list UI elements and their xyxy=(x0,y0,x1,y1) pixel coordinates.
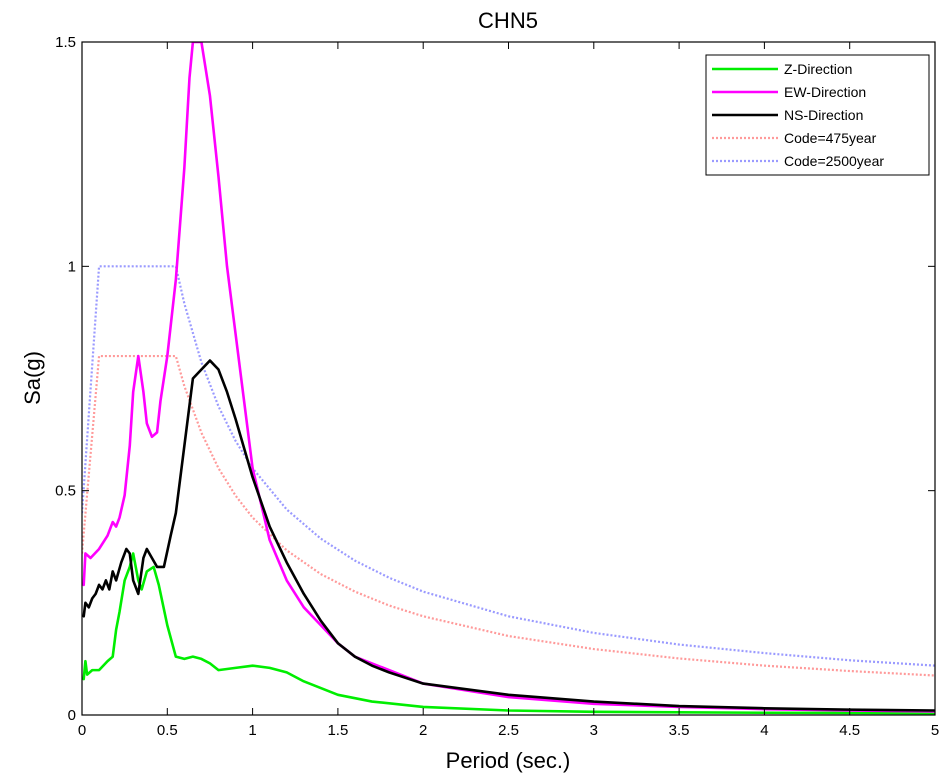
legend-label: NS-Direction xyxy=(784,107,863,123)
series-line-code-2500year xyxy=(82,265,935,667)
chart-title: CHN5 xyxy=(478,8,538,33)
y-tick-label: 1.5 xyxy=(55,34,76,51)
series-line-code-475year xyxy=(82,354,935,677)
series-line-ns-direction xyxy=(82,359,935,712)
x-tick-label: 3 xyxy=(590,722,598,739)
x-tick-label: 3.5 xyxy=(669,722,690,739)
legend-label: EW-Direction xyxy=(784,84,866,100)
legend-label: Code=2500year xyxy=(784,153,884,169)
series-line-z-direction xyxy=(82,552,935,715)
series-line-ew-direction xyxy=(82,42,935,713)
legend-label: Code=475year xyxy=(784,130,877,146)
y-axis-label: Sa(g) xyxy=(20,351,45,405)
x-tick-label: 4.5 xyxy=(839,722,860,739)
legend-label: Z-Direction xyxy=(784,61,852,77)
legend: Z-Direction EW-Direction NS-Direction Code=… xyxy=(705,54,930,176)
x-tick-label: 2 xyxy=(419,722,427,739)
x-tick-label: 1.5 xyxy=(327,722,348,739)
series-layer xyxy=(82,42,935,715)
y-tick-label: 0 xyxy=(68,707,76,724)
x-tick-label: 1 xyxy=(248,722,256,739)
x-axis-label: Period (sec.) xyxy=(446,748,571,773)
x-tick-label: 0 xyxy=(78,722,86,739)
x-tick-label: 5 xyxy=(931,722,939,739)
x-tick-label: 0.5 xyxy=(157,722,178,739)
y-axis: 0 0.5 1 1.5 xyxy=(55,34,935,724)
x-axis: 0 0.5 1 1.5 2 2.5 3 3.5 4 4.5 5 xyxy=(78,42,939,739)
x-tick-label: 2.5 xyxy=(498,722,519,739)
y-tick-label: 0.5 xyxy=(55,483,76,500)
y-tick-label: 1 xyxy=(68,258,76,275)
x-tick-label: 4 xyxy=(760,722,768,739)
